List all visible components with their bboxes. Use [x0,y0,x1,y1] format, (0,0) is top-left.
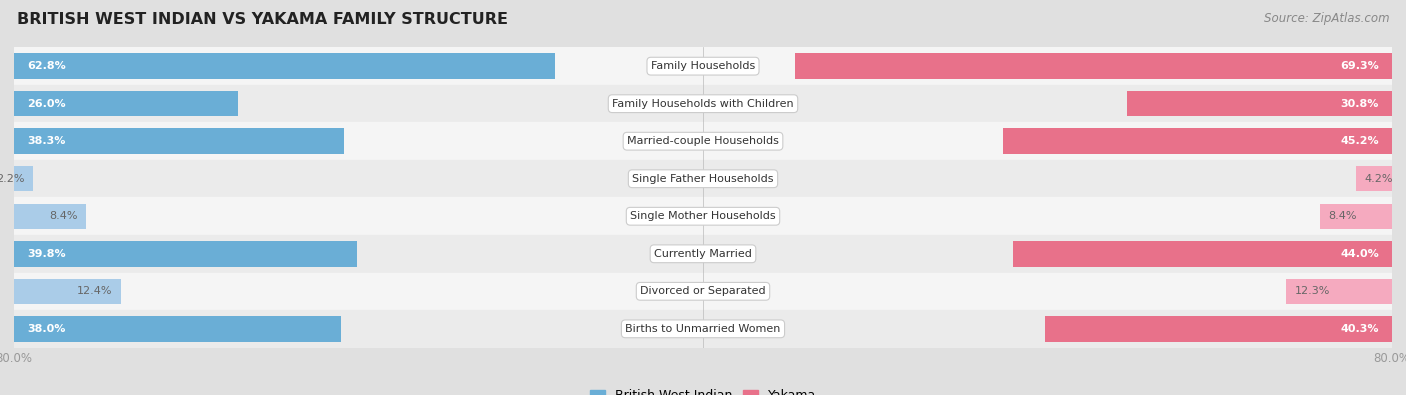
Text: 40.3%: 40.3% [1340,324,1379,334]
Bar [1012,241,1392,267]
Text: 2.2%: 2.2% [0,174,24,184]
Bar [14,122,1392,160]
Bar [14,160,1392,198]
Text: Source: ZipAtlas.com: Source: ZipAtlas.com [1264,12,1389,25]
Bar [14,278,121,304]
Text: 12.4%: 12.4% [77,286,112,296]
Text: 4.2%: 4.2% [1364,174,1393,184]
Bar [1355,166,1392,192]
Bar [14,85,1392,122]
Text: BRITISH WEST INDIAN VS YAKAMA FAMILY STRUCTURE: BRITISH WEST INDIAN VS YAKAMA FAMILY STR… [17,12,508,27]
Text: 30.8%: 30.8% [1341,99,1379,109]
Legend: British West Indian, Yakama: British West Indian, Yakama [585,384,821,395]
Text: Births to Unmarried Women: Births to Unmarried Women [626,324,780,334]
Text: 69.3%: 69.3% [1340,61,1379,71]
Text: 12.3%: 12.3% [1295,286,1330,296]
Text: 26.0%: 26.0% [27,99,66,109]
Text: 44.0%: 44.0% [1340,249,1379,259]
Bar [14,273,1392,310]
Bar [14,316,342,342]
Text: 45.2%: 45.2% [1340,136,1379,146]
Text: 62.8%: 62.8% [27,61,66,71]
Text: 8.4%: 8.4% [1329,211,1357,221]
Text: Divorced or Separated: Divorced or Separated [640,286,766,296]
Bar [14,203,86,229]
Bar [14,241,357,267]
Bar [14,166,32,192]
Text: Currently Married: Currently Married [654,249,752,259]
Bar [1286,278,1392,304]
Text: Family Households with Children: Family Households with Children [612,99,794,109]
Bar [14,128,344,154]
Bar [14,235,1392,273]
Bar [14,53,555,79]
Text: 39.8%: 39.8% [27,249,66,259]
Bar [14,310,1392,348]
Bar [1002,128,1392,154]
Bar [1320,203,1392,229]
Text: Married-couple Households: Married-couple Households [627,136,779,146]
Bar [14,47,1392,85]
Text: Single Father Households: Single Father Households [633,174,773,184]
Bar [1126,91,1392,117]
Text: 38.3%: 38.3% [27,136,65,146]
Bar [1045,316,1392,342]
Text: 38.0%: 38.0% [27,324,65,334]
Bar [14,91,238,117]
Bar [14,198,1392,235]
Text: Family Households: Family Households [651,61,755,71]
Text: Single Mother Households: Single Mother Households [630,211,776,221]
Text: 8.4%: 8.4% [49,211,77,221]
Bar [796,53,1392,79]
